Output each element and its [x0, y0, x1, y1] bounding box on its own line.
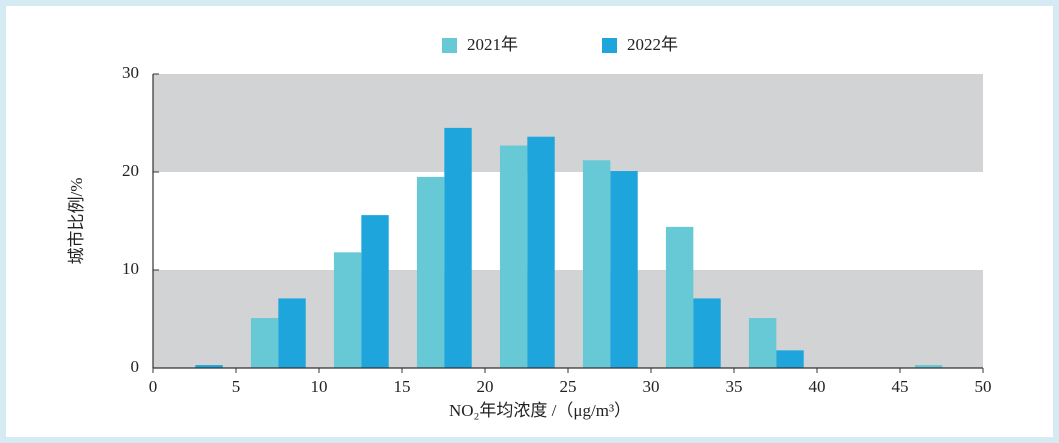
- bar: [665, 226, 694, 368]
- x-tick-label: 35: [726, 377, 743, 396]
- legend-swatch: [442, 38, 457, 53]
- bar: [195, 365, 223, 368]
- bar: [278, 298, 306, 368]
- legend-label: 2021年: [467, 35, 518, 54]
- legend-label: 2022年: [627, 35, 678, 54]
- legend-swatch: [602, 38, 617, 53]
- bar: [693, 298, 721, 368]
- bar: [444, 127, 472, 369]
- bar: [361, 215, 389, 368]
- bar: [250, 318, 279, 368]
- x-tick-label: 20: [477, 377, 494, 396]
- x-tick-label: 30: [643, 377, 660, 396]
- bar: [582, 160, 611, 368]
- x-tick-label: 10: [311, 377, 328, 396]
- y-tick-label: 20: [122, 161, 139, 180]
- bar: [333, 252, 362, 368]
- bar: [499, 145, 528, 368]
- bar: [748, 318, 777, 368]
- x-tick-label: 15: [394, 377, 411, 396]
- bar: [776, 350, 804, 368]
- x-tick-label: 5: [232, 377, 241, 396]
- x-tick-label: 25: [560, 377, 577, 396]
- x-tick-label: 0: [149, 377, 158, 396]
- x-axis-label: NO₂年均浓度 /（μg/m³）: [449, 401, 631, 420]
- x-tick-label: 50: [975, 377, 992, 396]
- y-axis-label: 城市比例/%: [67, 178, 86, 265]
- bar: [610, 171, 638, 368]
- grid-band: [153, 74, 983, 172]
- bar: [914, 365, 943, 368]
- y-tick-label: 0: [131, 357, 140, 376]
- x-tick-label: 40: [809, 377, 826, 396]
- bar: [416, 176, 445, 368]
- x-tick-label: 45: [892, 377, 909, 396]
- y-tick-label: 30: [122, 63, 139, 82]
- y-tick-label: 10: [122, 259, 139, 278]
- bar: [527, 136, 555, 368]
